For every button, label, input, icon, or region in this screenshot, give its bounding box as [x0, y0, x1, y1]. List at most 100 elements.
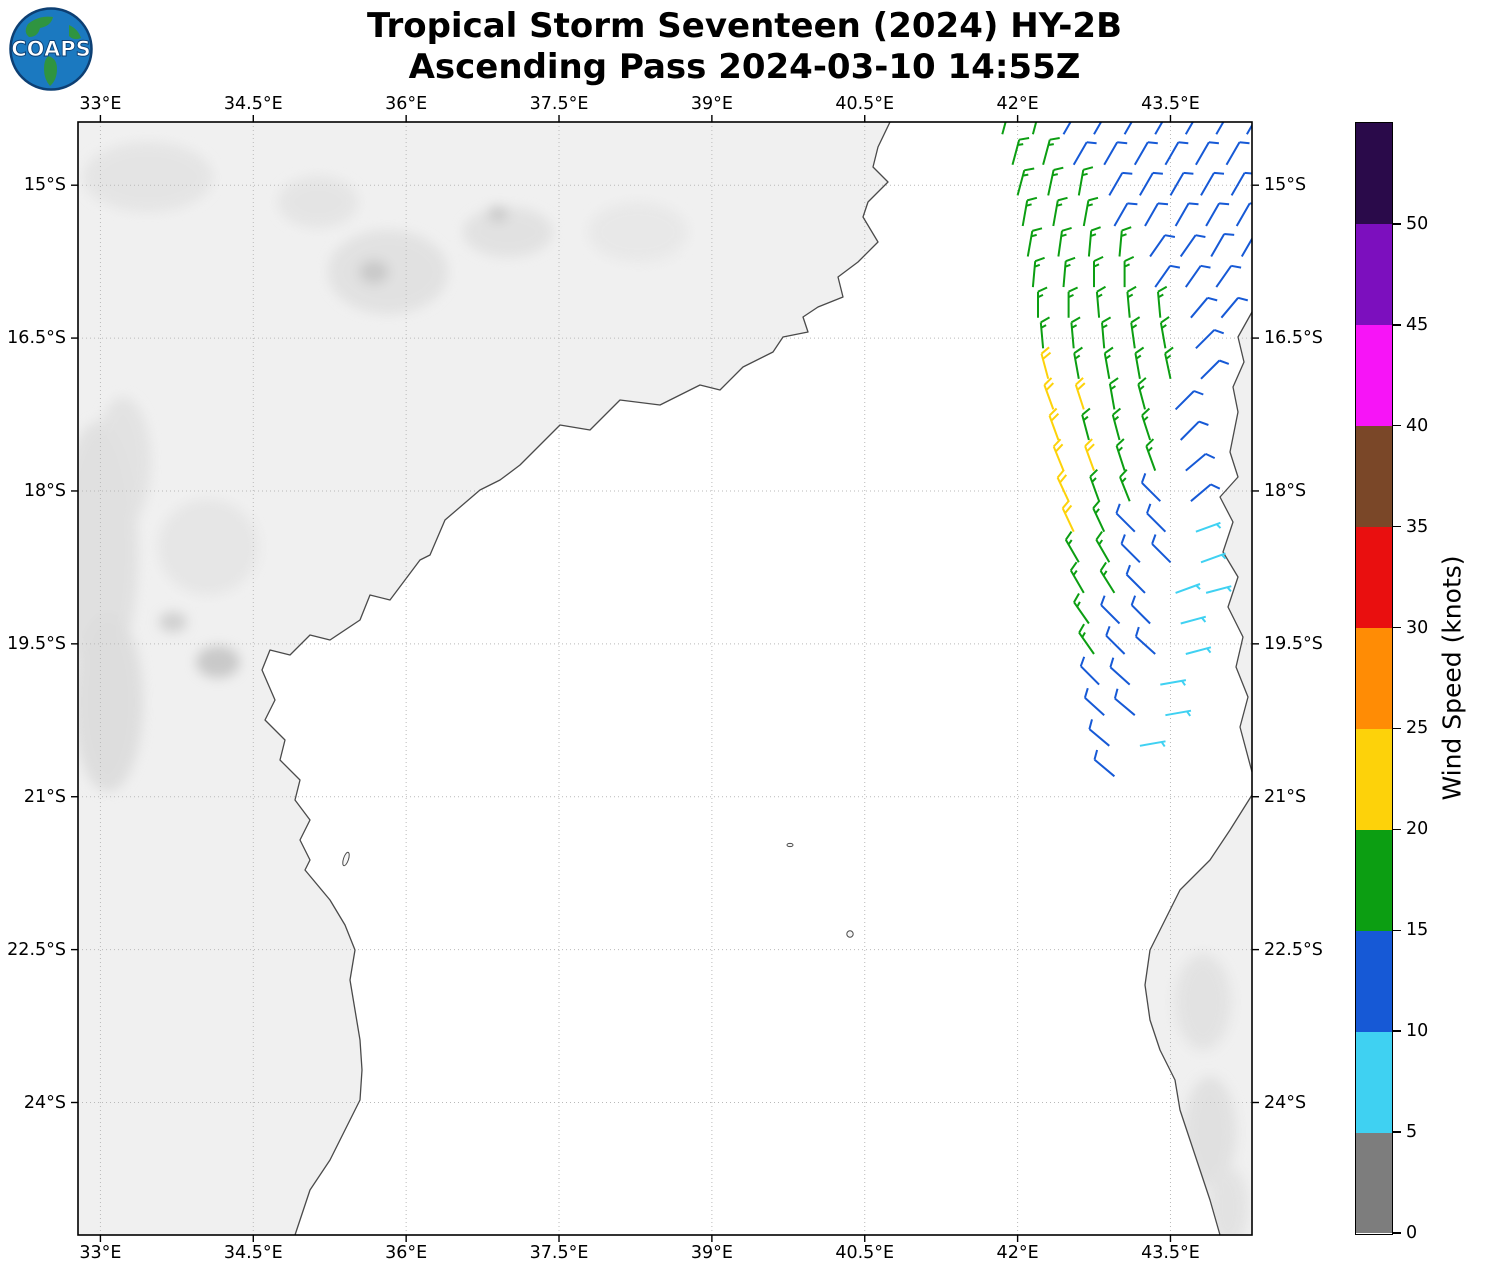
wind-barb — [1200, 359, 1230, 380]
colorbar-segment-20-25 — [1356, 728, 1392, 830]
colorbar-segment-30-35 — [1356, 526, 1392, 629]
lon-tick-label-top: 40.5°E — [835, 94, 895, 114]
wind-barb — [1184, 122, 1195, 135]
wind-barb — [1111, 407, 1122, 441]
wind-barb — [1105, 625, 1126, 655]
gridlines — [78, 122, 1252, 1235]
island-speck-east — [846, 930, 854, 938]
wind-barb — [1184, 264, 1211, 288]
colorbar-tick-label: 10 — [1406, 1021, 1429, 1042]
lon-tick-label-top: 34.5°E — [223, 94, 283, 114]
wind-barb — [1083, 687, 1105, 716]
wind-barb — [1200, 171, 1225, 196]
wind-barb — [1081, 407, 1091, 441]
lon-tick-label-bottom: 42°E — [996, 1243, 1039, 1263]
wind-barb — [1134, 346, 1145, 379]
wind-barb — [1039, 316, 1050, 349]
wind-barb — [1149, 234, 1176, 258]
wind-barb — [1103, 346, 1114, 379]
coaps-logo: COAPS — [8, 6, 94, 92]
wind-barb — [1070, 316, 1081, 349]
colorbar-tick-mark — [1393, 223, 1401, 225]
wind-barb — [1146, 503, 1167, 533]
lon-tick-label-top: 33°E — [79, 94, 122, 114]
lat-tick-label-right: 18°S — [1264, 480, 1307, 501]
colorbar-tick-mark — [1393, 929, 1401, 932]
wind-barb — [1100, 595, 1121, 625]
wind-barb — [1067, 286, 1079, 318]
wind-barb — [1093, 749, 1116, 778]
islands — [342, 842, 854, 938]
wind-barb — [1040, 346, 1052, 380]
wind-barb — [1210, 233, 1235, 258]
wind-barb — [1195, 328, 1225, 350]
wind-barb — [1115, 503, 1136, 533]
wind-barb — [1246, 123, 1252, 135]
wind-barb — [1021, 196, 1038, 227]
colorbar-tick-label: 0 — [1406, 1223, 1418, 1243]
wind-barb — [1205, 585, 1232, 594]
wind-barb — [1141, 407, 1152, 441]
colorbar-tick-mark — [1393, 525, 1401, 528]
wind-barb — [1093, 255, 1104, 288]
colorbar-tick-label: 20 — [1406, 819, 1429, 840]
lat-tick-label-left: 18°S — [23, 480, 66, 501]
wind-barb — [1118, 226, 1132, 257]
lat-tick-label-left: 16.5°S — [7, 328, 66, 349]
wind-barb — [1064, 531, 1080, 563]
wind-barb — [1089, 468, 1101, 502]
colorbar-tick-mark — [1393, 1232, 1401, 1234]
wind-barb — [1215, 264, 1242, 288]
colorbar-segment-5-10 — [1356, 1031, 1392, 1133]
wind-barb — [1043, 377, 1055, 410]
wind-barb — [1230, 171, 1252, 196]
map-border — [77, 121, 1253, 1236]
wind-barb — [1073, 593, 1090, 625]
colorbar-segment-0-5 — [1356, 1132, 1392, 1234]
wind-barb — [1179, 234, 1206, 258]
colorbar — [1355, 122, 1393, 1235]
wind-barb — [1078, 623, 1095, 655]
lat-tick-label-left: 15°S — [23, 175, 66, 196]
plot-title: Tropical Storm Seventeen (2024) HY-2B As… — [0, 6, 1489, 88]
wind-barb — [1160, 679, 1187, 686]
wind-barb — [1164, 346, 1174, 380]
lat-tick-label-right: 24°S — [1264, 1092, 1307, 1113]
terrain-shading — [78, 142, 1248, 1235]
lon-tick-label-top: 43.5°E — [1141, 94, 1200, 114]
lon-tick-label-bottom: 39°E — [690, 1243, 733, 1263]
wind-barb — [1123, 122, 1133, 135]
colorbar-tick-label: 25 — [1406, 718, 1429, 739]
wind-barb — [1190, 483, 1221, 502]
wind-barb — [1056, 469, 1070, 502]
wind-barb — [1109, 657, 1131, 686]
lat-tick-label-left: 24°S — [23, 1092, 66, 1113]
colorbar-tick-label: 30 — [1406, 617, 1429, 638]
island-speck-west — [786, 842, 794, 848]
wind-barb — [1140, 473, 1162, 502]
wind-barb — [1057, 226, 1072, 257]
wind-barb — [1179, 420, 1209, 441]
wind-barb — [1240, 236, 1252, 258]
wind-barb — [1200, 552, 1227, 564]
colorbar-segment-50-55 — [1356, 123, 1392, 225]
wind-barb — [1011, 137, 1030, 166]
wind-barb — [1139, 740, 1166, 748]
lon-tick-label-bottom: 34.5°E — [223, 1243, 283, 1263]
wind-barb — [1123, 255, 1135, 288]
wind-barb — [1088, 719, 1110, 747]
wind-barb — [1103, 141, 1128, 166]
wind-barb — [1069, 561, 1085, 594]
lat-tick-label-left: 19.5°S — [7, 633, 66, 654]
wind-barb — [1126, 285, 1137, 318]
lon-tick-label-top: 39°E — [690, 94, 733, 114]
wind-barb — [1084, 438, 1095, 471]
wind-barb — [1052, 438, 1065, 471]
colorbar-tick-mark — [1393, 424, 1401, 427]
colorbar-tick-mark — [1393, 1131, 1401, 1133]
lat-tick-label-right: 21°S — [1264, 786, 1307, 807]
colorbar-segment-45-50 — [1356, 223, 1392, 326]
lat-tick-label-left: 21°S — [23, 786, 66, 807]
wind-barb — [1130, 316, 1141, 349]
wind-barb — [1139, 171, 1163, 196]
